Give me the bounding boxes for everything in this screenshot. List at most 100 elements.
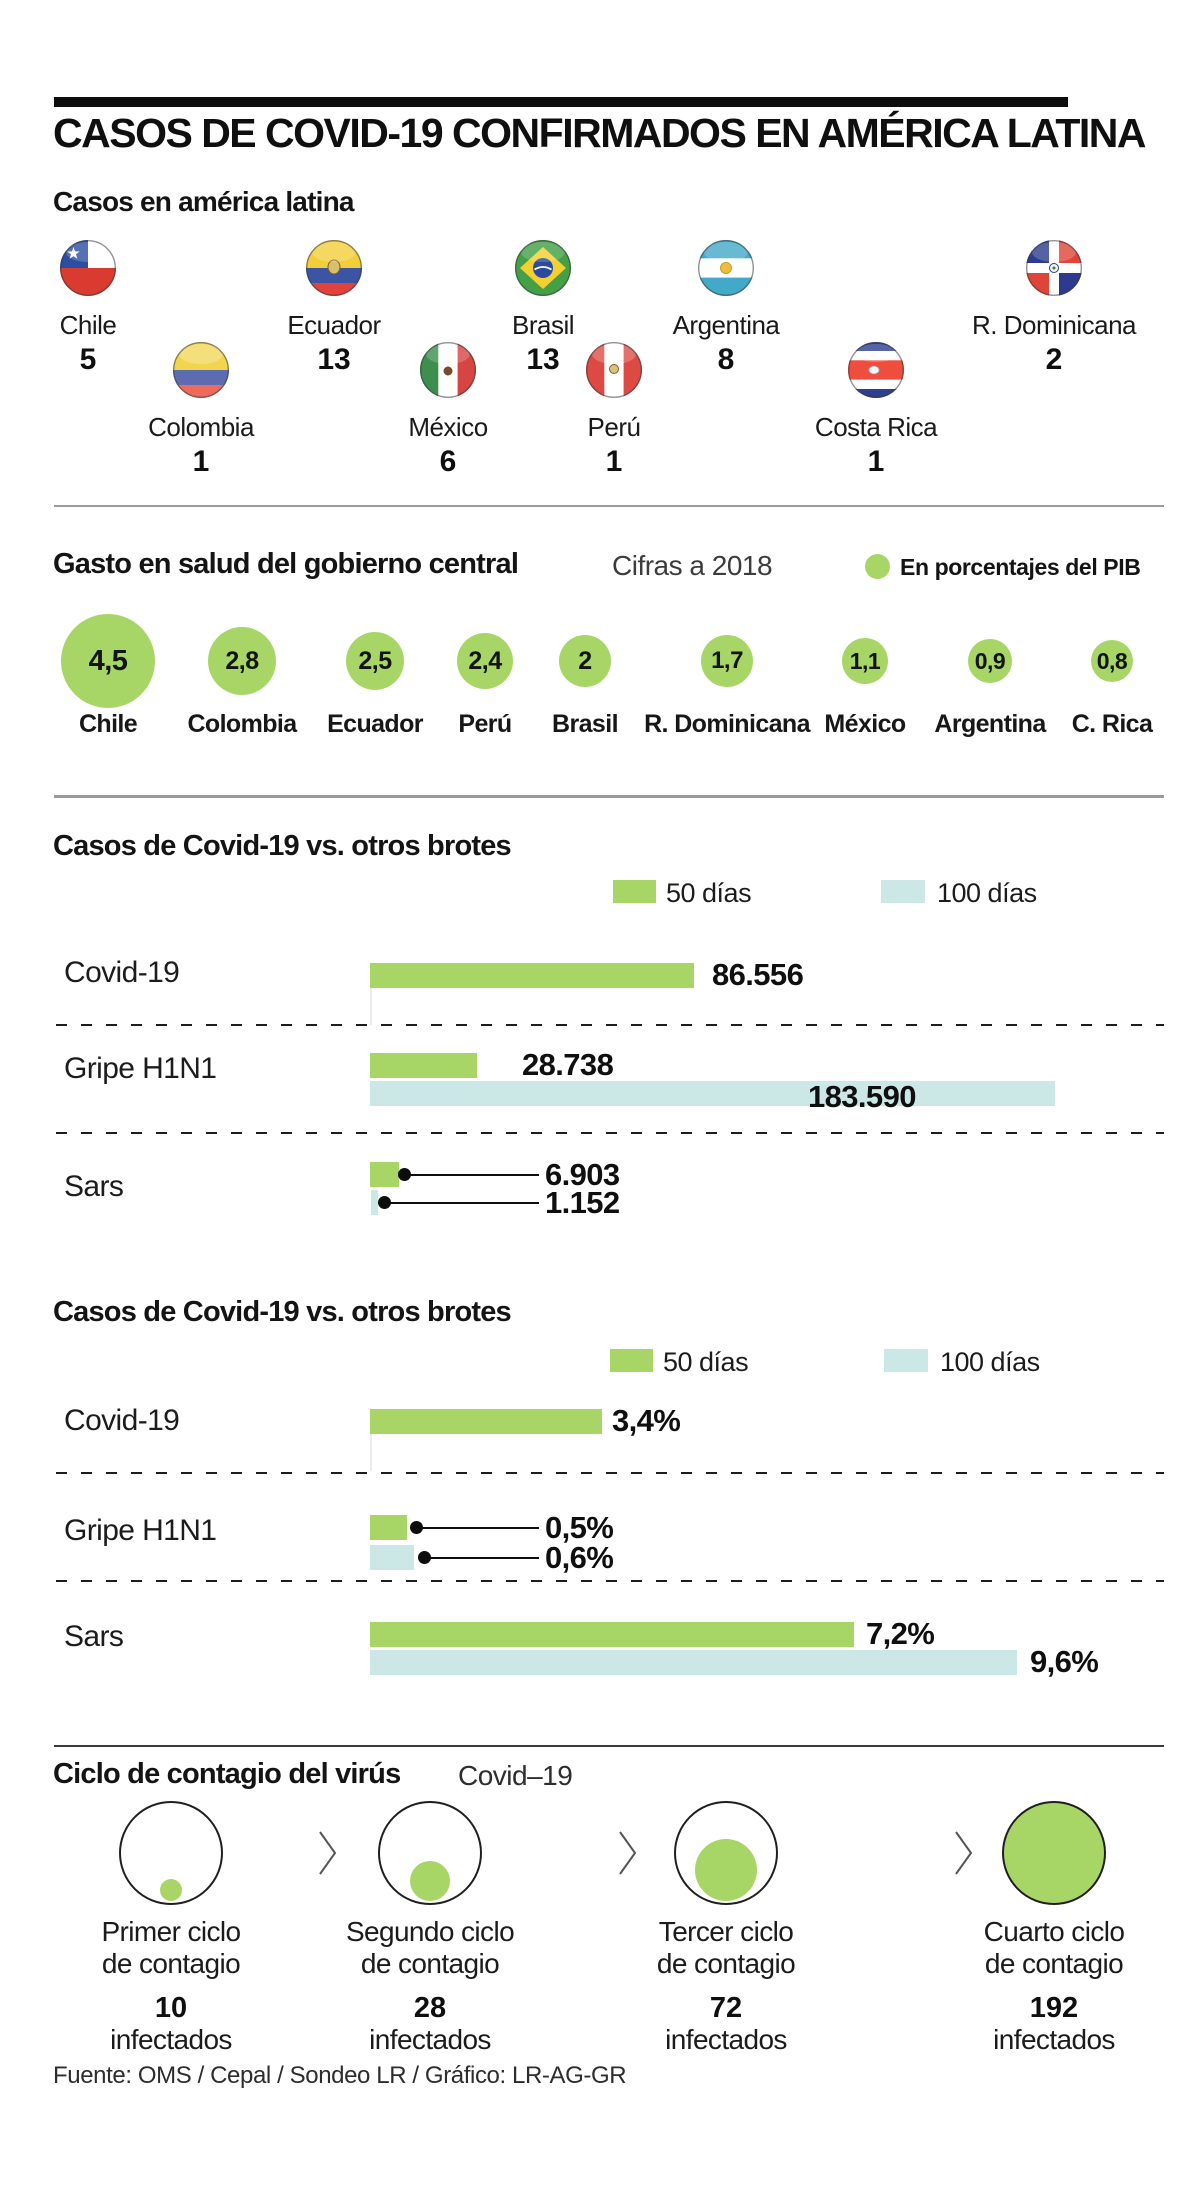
country-case-ecuador: Ecuador 13 (234, 239, 434, 377)
mexico-flag-icon (419, 342, 477, 403)
chart2-h1n1-green-value: 0,5% (545, 1510, 614, 1545)
health-bubble-argentina: 0,9 (968, 639, 1012, 683)
bubble-label-ecuador: Ecuador (327, 710, 423, 738)
country-name: Chile (59, 310, 117, 340)
health-bubble-rdominicana: 1,7 (701, 635, 753, 687)
pib-legend-dot-icon (865, 554, 890, 579)
bubble-value: 0,8 (1096, 647, 1128, 674)
chart2-legend-green-label: 50 días (663, 1347, 749, 1377)
bubble-label-argentina: Argentina (934, 710, 1046, 738)
chart1-sars-green-bar (370, 1162, 399, 1187)
peru-flag-icon (585, 342, 643, 403)
bubble-value: 2,5 (358, 646, 392, 675)
chart2-covid-green-bar (370, 1409, 602, 1434)
chart1-covid-green-value: 86.556 (712, 957, 804, 992)
chart2-legend-blue-label: 100 días (940, 1347, 1040, 1377)
health-bubble-chile: 4,5 (61, 614, 155, 708)
chart1-h1n1-label: Gripe H1N1 (64, 1052, 217, 1085)
chevron-right-icon (954, 1830, 974, 1881)
chart1-covid-green-bar (370, 963, 694, 988)
chart2-covid-green-value: 3,4% (612, 1403, 681, 1438)
country-case-mexico: México 6 (348, 341, 548, 479)
cycle-stage2-infected-dot (410, 1861, 450, 1901)
chart1-h1n1-green-bar (370, 1053, 477, 1078)
section-divider (54, 1745, 1164, 1747)
chart1-h1n1-green-value: 28.738 (522, 1047, 614, 1082)
health-bubble-colombia: 2,8 (208, 627, 276, 695)
stage1-label-line2: de contagio (101, 1948, 241, 1979)
chart1-sars-blue-bar (371, 1190, 378, 1215)
country-name: Perú (587, 412, 641, 442)
bubble-value: 2,4 (468, 646, 502, 675)
health-bubble-brasil: 2 (559, 635, 611, 687)
callout-line (389, 1202, 539, 1204)
country-cases: 1 (192, 445, 210, 478)
chart2-h1n1-green-bar (370, 1515, 407, 1540)
bubble-value: 0,9 (974, 647, 1006, 674)
stage3-label-line1: Tercer ciclo (658, 1916, 794, 1947)
country-cases: 13 (526, 343, 560, 376)
cycle-stage3-circle (674, 1801, 778, 1905)
stage1-unit: infectados (110, 2024, 232, 2055)
dashed-divider (56, 1472, 1164, 1474)
chart1-h1n1-blue-bar (370, 1081, 1055, 1106)
stage1-count: 10 (154, 1992, 188, 2024)
source-credit: Fuente: OMS / Cepal / Sondeo LR / Gráfic… (53, 2062, 627, 2089)
section-divider (54, 505, 1164, 507)
bubble-label-crica: C. Rica (1071, 710, 1153, 738)
cycle-stage1-infected-dot (160, 1879, 182, 1901)
country-name: Argentina (672, 310, 780, 340)
stage3-count: 72 (709, 1992, 743, 2024)
callout-dot-icon (378, 1196, 391, 1209)
country-name: Costa Rica (814, 412, 938, 442)
health-section-subtitle: Cifras a 2018 (612, 550, 773, 581)
country-case-peru: Perú 1 (514, 341, 714, 479)
country-case-costarica: Costa Rica 1 (776, 341, 976, 479)
chart1-legend-blue-label: 100 días (937, 878, 1037, 908)
bubble-value: 1,7 (711, 647, 743, 674)
argentina-flag-icon (697, 240, 755, 301)
dashed-divider (56, 1132, 1164, 1134)
bubble-label-chile: Chile (78, 710, 138, 738)
ecuador-flag-icon (305, 240, 363, 301)
country-cases: 2 (1045, 343, 1063, 376)
chart2-axis-line (370, 1409, 372, 1471)
chart1-title: Casos de Covid-19 vs. otros brotes (53, 830, 512, 862)
chart2-sars-blue-value: 9,6% (1030, 1644, 1099, 1679)
page-title: CASOS DE COVID-19 CONFIRMADOS EN AMÉRICA… (53, 110, 1146, 156)
bubble-label-mexico: México (824, 710, 906, 738)
stage3-unit: infectados (665, 2024, 787, 2055)
cases-section-title: Casos en américa latina (53, 186, 354, 217)
stage3-label-line2: de contagio (656, 1948, 796, 1979)
chart2-covid-label: Covid-19 (64, 1404, 180, 1437)
chart2-h1n1-blue-bar (370, 1545, 414, 1570)
country-case-argentina: Argentina 8 (626, 239, 826, 377)
dashed-divider (56, 1580, 1164, 1582)
cycle-stage1-circle (119, 1801, 223, 1905)
country-case-rdominicana: R. Dominicana 2 (954, 239, 1154, 377)
chart1-covid-label: Covid-19 (64, 956, 180, 989)
chart1-legend-blue-swatch (881, 880, 925, 903)
chart2-legend-blue-swatch (884, 1349, 928, 1372)
chart2-sars-blue-bar (370, 1650, 1017, 1675)
bubble-value: 1,1 (849, 647, 881, 674)
dashed-divider (56, 1024, 1164, 1026)
health-bubble-ecuador: 2,5 (346, 632, 404, 690)
callout-line (429, 1557, 539, 1559)
country-cases: 13 (317, 343, 351, 376)
country-cases: 5 (79, 343, 97, 376)
country-cases: 8 (717, 343, 735, 376)
chart2-sars-green-value: 7,2% (866, 1616, 935, 1651)
country-cases: 1 (867, 445, 885, 478)
bubble-label-rdominicana: R. Dominicana (644, 710, 810, 738)
chart2-sars-green-bar (370, 1622, 854, 1647)
rdominicana-flag-icon (1025, 240, 1083, 301)
brasil-flag-icon (514, 240, 572, 301)
country-name: Colombia (148, 412, 254, 442)
callout-dot-icon (418, 1551, 431, 1564)
colombia-flag-icon (172, 342, 230, 403)
cycle-stage2-circle (378, 1801, 482, 1905)
bubble-label-peru: Perú (458, 710, 512, 738)
chart1-axis-line (370, 963, 372, 1025)
chart1-sars-green-value: 6.903 (545, 1157, 620, 1192)
